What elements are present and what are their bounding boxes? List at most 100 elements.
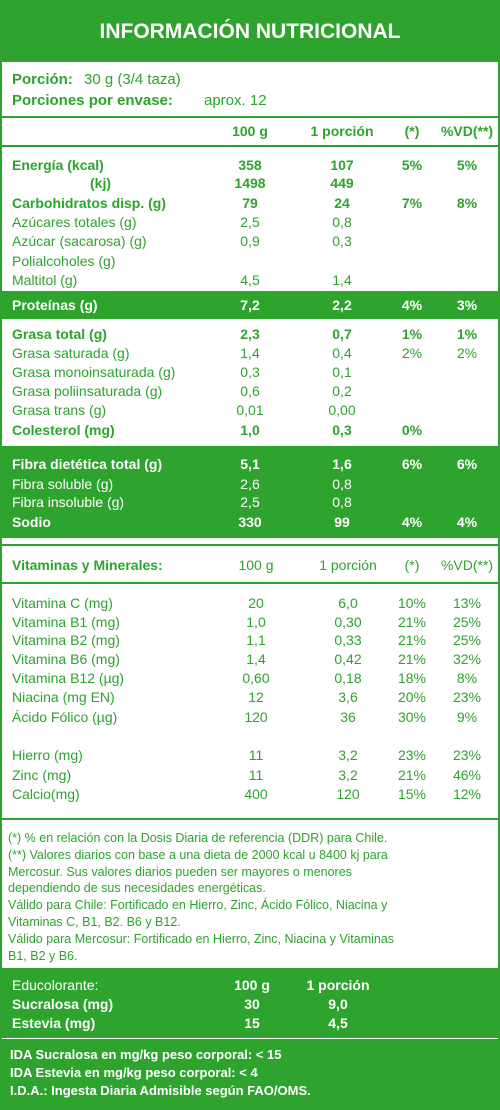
nutrient-name: Energía (kcal) <box>12 157 104 173</box>
vitamin-value: 3,6 <box>338 689 358 705</box>
serving-label: Porción: <box>12 71 73 88</box>
vitamin-value: 3,2 <box>338 747 358 763</box>
sweetener-value: 30 <box>244 996 260 1012</box>
nutrient-value: 0% <box>401 422 423 438</box>
vitamin-name: Ácido Fólico (µg) <box>12 709 118 725</box>
nutrient-value: 5% <box>401 157 423 173</box>
vitamin-value: 0,18 <box>334 670 362 686</box>
ida-note: I.D.A.: Ingesta Diaria Admisible según F… <box>10 1083 311 1098</box>
column-header: (*) <box>404 557 420 573</box>
nutrient-name: Fibra dietética total (g) <box>12 456 163 472</box>
nutrient-value: 0,6 <box>240 383 260 399</box>
vitamin-value: 0,30 <box>334 614 362 630</box>
servings-label: Porciones por envase: <box>12 92 173 109</box>
divider <box>2 544 498 546</box>
vitamin-value: 12 <box>248 689 264 705</box>
vitamin-value: 8% <box>456 670 478 686</box>
nutrient-value: 0,8 <box>332 494 352 510</box>
sweetener-name: Sucralosa (mg) <box>12 996 114 1012</box>
vitamin-value: 400 <box>244 786 268 802</box>
nutrient-value: 4,5 <box>240 272 260 288</box>
column-header: 100 g <box>232 123 268 139</box>
sweetener-value: 15 <box>244 1015 260 1031</box>
footnote: dependiendo de sus necesidades energétic… <box>8 881 266 896</box>
vitamin-value: 0,60 <box>242 670 270 686</box>
ida-note: IDA Estevia en mg/kg peso corporal: < 4 <box>10 1065 258 1080</box>
vitamin-value: 20 <box>248 595 264 611</box>
vitamin-value: 32% <box>452 651 482 667</box>
nutrient-name: Carbohidratos disp. (g) <box>12 195 166 211</box>
nutrient-value: 0,8 <box>332 476 352 492</box>
vitamin-value: 0,42 <box>334 651 362 667</box>
vitamin-value: 25% <box>452 614 482 630</box>
nutrient-value: 1498 <box>234 175 266 191</box>
nutrient-name: Grasa monoinsaturada (g) <box>12 364 176 380</box>
sweetener-name: Estevia (mg) <box>12 1015 96 1031</box>
nutrient-value: 0,00 <box>328 402 356 418</box>
title-band <box>2 0 498 62</box>
fiber-band <box>2 446 498 538</box>
nutrient-value: 7% <box>401 195 423 211</box>
nutrient-value: 1,4 <box>240 345 260 361</box>
vitamin-value: 1,1 <box>246 632 266 648</box>
vitamin-name: Niacina (mg EN) <box>12 689 115 705</box>
nutrient-name: Proteínas (g) <box>12 297 98 313</box>
divider <box>2 818 498 820</box>
vitamin-name: Hierro (mg) <box>12 747 83 763</box>
nutrient-value: 0,3 <box>332 422 352 438</box>
column-header: 1 porción <box>319 557 377 573</box>
nutrient-value: 0,01 <box>236 402 264 418</box>
footnote: Válido para Mercosur: Fortificado en Hie… <box>8 931 395 946</box>
footnote: Válido para Chile: Fortificado en Hierro… <box>8 898 388 913</box>
nutrient-name: Maltitol (g) <box>12 272 78 288</box>
nutrient-value: 0,3 <box>240 364 260 380</box>
vitamin-value: 18% <box>397 670 427 686</box>
nutrient-value: 107 <box>330 157 354 173</box>
column-header: 100 g <box>238 557 274 573</box>
nutrient-value: 2,6 <box>240 476 260 492</box>
divider <box>2 582 498 584</box>
footnote: B1, B2 y B6. <box>8 948 78 963</box>
nutrient-value: 5,1 <box>240 456 260 472</box>
column-header: %VD(**) <box>440 557 494 573</box>
nutrient-name: Grasa saturada (g) <box>12 345 130 361</box>
vitamin-value: 11 <box>248 767 264 783</box>
nutrient-value: 7,2 <box>240 297 260 313</box>
vitamin-name: Zinc (mg) <box>12 767 72 783</box>
nutrient-value: 1,0 <box>240 422 260 438</box>
column-header: %VD(**) <box>440 123 494 139</box>
vitamin-value: 1,0 <box>246 614 266 630</box>
footnote: (*) % en relación con la Dosis Diaria de… <box>8 831 388 845</box>
vitamin-name: Calcio(mg) <box>12 786 80 802</box>
column-header: 1 porción <box>310 123 374 139</box>
sweetener-header: Educolorante: <box>12 977 99 993</box>
vitamin-value: 25% <box>452 632 482 648</box>
nutrient-value: 2,3 <box>240 326 260 342</box>
nutrient-value: 2% <box>401 345 423 361</box>
title: INFORMACIÓN NUTRICIONAL <box>99 20 401 43</box>
nutrient-name: Grasa poliinsaturada (g) <box>12 383 163 399</box>
vitamin-name: Vitamina B1 (mg) <box>12 614 120 630</box>
vitamin-value: 21% <box>397 614 427 630</box>
vitamin-value: 21% <box>397 632 427 648</box>
footnote: (**) Valores diarios con base a una diet… <box>8 847 388 862</box>
nutrient-value: 8% <box>456 195 478 211</box>
nutrient-value: 0,9 <box>240 233 260 249</box>
vitamin-value: 13% <box>452 595 482 611</box>
vitamin-name: Vitamina B2 (mg) <box>12 632 120 648</box>
nutrient-name: Grasa total (g) <box>12 326 107 342</box>
nutrient-value: 99 <box>334 514 350 530</box>
vitamin-name: Vitamina B12 (µg) <box>12 670 125 686</box>
footnote: Vitaminas C, B1, B2. B6 y B12. <box>8 915 181 929</box>
vitamin-name: Vitamina C (mg) <box>12 595 113 611</box>
vitamin-value: 23% <box>452 689 482 705</box>
nutrient-name: Grasa trans (g) <box>12 402 107 418</box>
nutrient-name: Polialcoholes (g) <box>12 253 116 269</box>
nutrient-name: Colesterol (mg) <box>12 422 115 438</box>
vitamin-value: 6,0 <box>338 595 358 611</box>
nutrient-value: 1% <box>401 326 423 342</box>
nutrient-value: 24 <box>334 195 350 211</box>
nutrient-value: 358 <box>238 157 262 173</box>
servings-value: aprox. 12 <box>204 92 267 109</box>
serving-value: 30 g (3/4 taza) <box>84 71 181 88</box>
